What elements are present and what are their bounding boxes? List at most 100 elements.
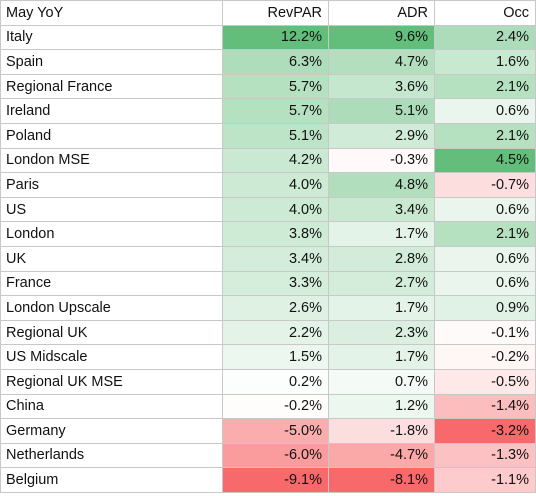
data-row: US 4.0% 3.4% 0.6% <box>0 196 536 223</box>
data-row: Netherlands -6.0% -4.7% -1.3% <box>0 442 536 469</box>
value-cell: -0.2% <box>222 393 329 420</box>
value-cell: 0.2% <box>222 368 329 395</box>
region-cell: Italy <box>0 24 223 51</box>
data-row: Regional UK MSE 0.2% 0.7% -0.5% <box>0 368 536 395</box>
value-cell: -1.3% <box>434 442 536 469</box>
value-cell: 5.1% <box>222 122 329 149</box>
value-cell: 1.7% <box>328 344 435 370</box>
data-row: Regional France 5.7% 3.6% 2.1% <box>0 73 536 100</box>
value-cell: -1.1% <box>434 467 536 493</box>
value-cell: 3.3% <box>222 270 329 297</box>
region-cell: US Midscale <box>0 344 223 370</box>
value-cell: 4.2% <box>222 147 329 174</box>
value-cell: 0.6% <box>434 196 536 223</box>
value-cell: 2.3% <box>328 319 435 346</box>
value-cell: -0.7% <box>434 172 536 198</box>
value-cell: 2.8% <box>328 245 435 272</box>
value-cell: 5.1% <box>328 98 435 124</box>
header-cell: Occ <box>434 0 536 26</box>
value-cell: 2.1% <box>434 122 536 149</box>
region-cell: Spain <box>0 49 223 75</box>
value-cell: 4.0% <box>222 196 329 223</box>
data-row: Belgium -9.1% -8.1% -1.1% <box>0 467 536 493</box>
header-cell: ADR <box>328 0 435 26</box>
value-cell: -0.1% <box>434 319 536 346</box>
value-cell: 4.5% <box>434 147 536 174</box>
region-cell: London MSE <box>0 147 223 174</box>
region-cell: Regional France <box>0 73 223 100</box>
data-row: London Upscale 2.6% 1.7% 0.9% <box>0 295 536 321</box>
value-cell: -5.0% <box>222 418 329 444</box>
data-row: Ireland 5.7% 5.1% 0.6% <box>0 98 536 124</box>
data-row: France 3.3% 2.7% 0.6% <box>0 270 536 297</box>
region-cell: UK <box>0 245 223 272</box>
region-cell: Poland <box>0 122 223 149</box>
region-cell: London Upscale <box>0 295 223 321</box>
region-cell: Netherlands <box>0 442 223 469</box>
value-cell: 2.1% <box>434 73 536 100</box>
data-row: London 3.8% 1.7% 2.1% <box>0 221 536 247</box>
value-cell: -4.7% <box>328 442 435 469</box>
value-cell: 0.6% <box>434 98 536 124</box>
data-row: Poland 5.1% 2.9% 2.1% <box>0 122 536 149</box>
value-cell: 2.4% <box>434 24 536 51</box>
value-cell: -0.3% <box>328 147 435 174</box>
value-cell: 1.7% <box>328 295 435 321</box>
value-cell: 5.7% <box>222 98 329 124</box>
region-cell: China <box>0 393 223 420</box>
region-cell: London <box>0 221 223 247</box>
value-cell: 1.5% <box>222 344 329 370</box>
data-row: Regional UK 2.2% 2.3% -0.1% <box>0 319 536 346</box>
value-cell: 3.8% <box>222 221 329 247</box>
value-cell: 6.3% <box>222 49 329 75</box>
header-cell: RevPAR <box>222 0 329 26</box>
value-cell: 1.2% <box>328 393 435 420</box>
data-row: US Midscale 1.5% 1.7% -0.2% <box>0 344 536 370</box>
region-cell: Regional UK MSE <box>0 368 223 395</box>
region-cell: Paris <box>0 172 223 198</box>
value-cell: 3.4% <box>222 245 329 272</box>
header-cell: May YoY <box>0 0 223 26</box>
region-cell: Belgium <box>0 467 223 493</box>
value-cell: 2.9% <box>328 122 435 149</box>
value-cell: 2.1% <box>434 221 536 247</box>
value-cell: -9.1% <box>222 467 329 493</box>
data-row: Italy 12.2% 9.6% 2.4% <box>0 24 536 51</box>
value-cell: 0.6% <box>434 270 536 297</box>
value-cell: 1.6% <box>434 49 536 75</box>
header-row: May YoY RevPAR ADR Occ <box>0 0 536 26</box>
region-cell: Ireland <box>0 98 223 124</box>
value-cell: 3.4% <box>328 196 435 223</box>
value-cell: 2.2% <box>222 319 329 346</box>
value-cell: -0.5% <box>434 368 536 395</box>
value-cell: 0.7% <box>328 368 435 395</box>
value-cell: 2.7% <box>328 270 435 297</box>
value-cell: 4.0% <box>222 172 329 198</box>
region-cell: Regional UK <box>0 319 223 346</box>
region-cell: US <box>0 196 223 223</box>
value-cell: -1.4% <box>434 393 536 420</box>
value-cell: 9.6% <box>328 24 435 51</box>
value-cell: -8.1% <box>328 467 435 493</box>
value-cell: 0.6% <box>434 245 536 272</box>
region-cell: Germany <box>0 418 223 444</box>
data-row: London MSE 4.2% -0.3% 4.5% <box>0 147 536 174</box>
value-cell: -3.2% <box>434 418 536 444</box>
value-cell: 3.6% <box>328 73 435 100</box>
value-cell: 4.7% <box>328 49 435 75</box>
value-cell: 12.2% <box>222 24 329 51</box>
data-row: China -0.2% 1.2% -1.4% <box>0 393 536 420</box>
value-cell: -1.8% <box>328 418 435 444</box>
data-row: Paris 4.0% 4.8% -0.7% <box>0 172 536 198</box>
region-cell: France <box>0 270 223 297</box>
data-row: UK 3.4% 2.8% 0.6% <box>0 245 536 272</box>
value-cell: 2.6% <box>222 295 329 321</box>
value-cell: 1.7% <box>328 221 435 247</box>
value-cell: 0.9% <box>434 295 536 321</box>
value-cell: 5.7% <box>222 73 329 100</box>
value-cell: -6.0% <box>222 442 329 469</box>
data-row: Spain 6.3% 4.7% 1.6% <box>0 49 536 75</box>
value-cell: -0.2% <box>434 344 536 370</box>
